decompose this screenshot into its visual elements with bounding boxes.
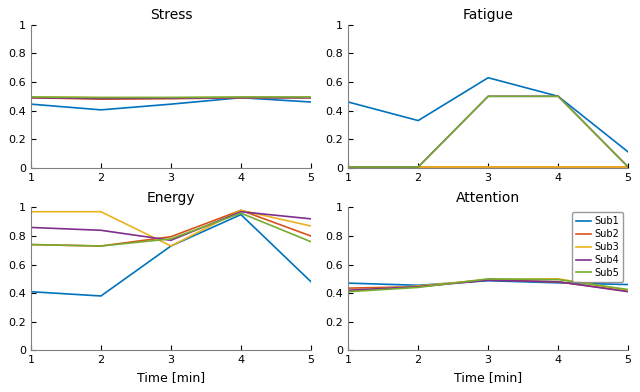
Title: Stress: Stress: [150, 8, 192, 22]
Title: Energy: Energy: [147, 191, 195, 205]
Title: Attention: Attention: [456, 191, 520, 205]
X-axis label: Time [min]: Time [min]: [454, 371, 522, 384]
Legend: Sub1, Sub2, Sub3, Sub4, Sub5: Sub1, Sub2, Sub3, Sub4, Sub5: [572, 212, 623, 282]
X-axis label: Time [min]: Time [min]: [137, 371, 205, 384]
Title: Fatigue: Fatigue: [463, 8, 514, 22]
